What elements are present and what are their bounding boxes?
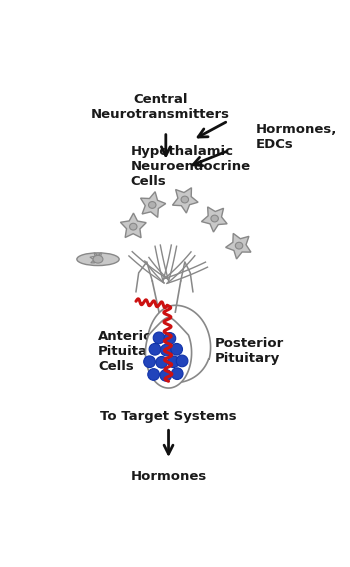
Polygon shape [94, 253, 97, 256]
Circle shape [164, 333, 176, 344]
Circle shape [149, 344, 161, 355]
Ellipse shape [211, 215, 218, 222]
Circle shape [168, 356, 179, 367]
Ellipse shape [77, 253, 119, 265]
Circle shape [153, 332, 165, 344]
Polygon shape [91, 260, 95, 263]
Text: Hypothalamic
Neuroendocrine
Cells: Hypothalamic Neuroendocrine Cells [131, 146, 251, 188]
Polygon shape [120, 213, 146, 238]
Circle shape [171, 344, 182, 355]
Text: Hormones,
EDCs: Hormones, EDCs [255, 123, 337, 151]
Polygon shape [202, 207, 227, 232]
Text: Anterior
Pituitary
Cells: Anterior Pituitary Cells [98, 330, 163, 373]
Ellipse shape [148, 202, 156, 208]
Polygon shape [98, 253, 101, 256]
Circle shape [172, 368, 183, 379]
Polygon shape [146, 318, 191, 388]
Circle shape [161, 344, 172, 356]
Ellipse shape [130, 223, 137, 230]
Text: Central
Neurotransmitters: Central Neurotransmitters [91, 94, 230, 121]
Text: To Target Systems: To Target Systems [100, 410, 237, 423]
Circle shape [176, 355, 188, 367]
Polygon shape [147, 305, 211, 383]
Polygon shape [226, 234, 251, 259]
Text: Hormones: Hormones [131, 469, 206, 483]
Ellipse shape [93, 255, 103, 263]
Ellipse shape [235, 242, 243, 249]
Polygon shape [173, 188, 198, 213]
Circle shape [160, 370, 172, 381]
Polygon shape [90, 256, 94, 259]
Circle shape [144, 356, 155, 367]
Ellipse shape [181, 196, 189, 203]
Circle shape [148, 369, 160, 380]
Circle shape [156, 357, 168, 368]
Polygon shape [141, 192, 166, 217]
Text: Posterior
Pituitary: Posterior Pituitary [215, 337, 284, 366]
